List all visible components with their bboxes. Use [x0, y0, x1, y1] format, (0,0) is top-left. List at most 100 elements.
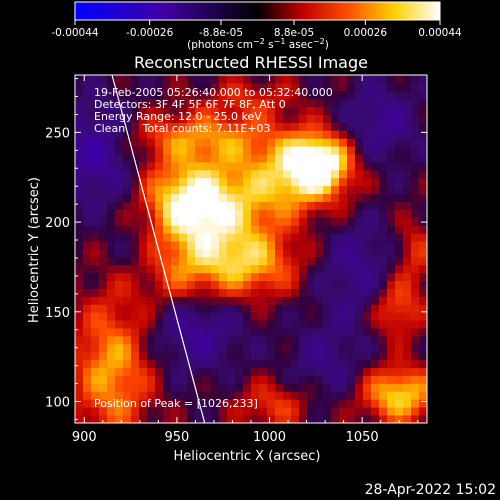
- heatmap-cell: [395, 336, 404, 345]
- heatmap-cell: [243, 343, 252, 353]
- heatmap-cell: [275, 233, 284, 242]
- heatmap-cell: [251, 328, 260, 337]
- heatmap-cell: [307, 162, 316, 171]
- heatmap-cell: [251, 351, 260, 361]
- heatmap-cell: [227, 351, 236, 361]
- heatmap-cell: [403, 106, 412, 115]
- heatmap-cell: [339, 391, 348, 400]
- heatmap-cell: [91, 304, 100, 313]
- heatmap-cell: [195, 264, 204, 274]
- heatmap-cell: [163, 375, 172, 384]
- heatmap-cell: [291, 351, 300, 361]
- heatmap-cell: [163, 336, 172, 345]
- heatmap-cell: [307, 304, 316, 313]
- heatmap-cell: [387, 415, 396, 423]
- heatmap-cell: [371, 383, 380, 392]
- heatmap-cell: [291, 90, 300, 100]
- heatmap-cell: [371, 130, 380, 139]
- heatmap-cell: [371, 106, 380, 115]
- heatmap-cell: [99, 407, 108, 416]
- heatmap-cell: [339, 280, 348, 289]
- heatmap-cell: [115, 296, 124, 305]
- heatmap-cell: [99, 280, 108, 289]
- heatmap-cell: [123, 193, 132, 202]
- heatmap-cell: [179, 162, 188, 171]
- heatmap-cell: [259, 296, 268, 305]
- heatmap-cell: [83, 169, 92, 179]
- heatmap-cell: [323, 241, 332, 250]
- heatmap-cell: [307, 256, 316, 266]
- heatmap-cell: [243, 201, 252, 210]
- heatmap-cell: [123, 201, 132, 210]
- info-total-counts: Clean Total counts: 7.11E+03: [94, 122, 271, 135]
- heatmap-cell: [187, 162, 196, 171]
- heatmap-cell: [163, 415, 172, 423]
- heatmap-cell: [275, 272, 284, 282]
- heatmap-cell: [387, 343, 396, 353]
- heatmap-cell: [307, 375, 316, 384]
- heatmap-cell: [195, 201, 204, 210]
- heatmap-cell: [179, 359, 188, 369]
- heatmap-cell: [291, 201, 300, 210]
- heatmap-cell: [355, 201, 364, 210]
- heatmap-cell: [131, 280, 140, 289]
- info-time-range: 19-Feb-2005 05:26:40.000 to 05:32:40.000: [94, 86, 333, 99]
- heatmap-cell: [275, 177, 284, 187]
- heatmap-cell: [83, 256, 92, 266]
- heatmap-cell: [115, 288, 124, 297]
- heatmap-cell: [163, 75, 172, 84]
- heatmap-cell: [363, 146, 372, 155]
- heatmap-cell: [355, 399, 364, 408]
- heatmap-cell: [323, 162, 332, 171]
- heatmap-cell: [299, 383, 308, 392]
- heatmap-cell: [259, 241, 268, 250]
- heatmap-cell: [235, 343, 244, 353]
- heatmap-cell: [395, 320, 404, 329]
- heatmap-cell: [211, 320, 220, 329]
- heatmap-cell: [139, 162, 148, 171]
- heatmap-cell: [235, 328, 244, 337]
- heatmap-cell: [187, 154, 196, 163]
- heatmap-cell: [323, 82, 332, 92]
- heatmap-cell: [315, 264, 324, 274]
- heatmap-cell: [339, 138, 348, 147]
- heatmap-cell: [115, 193, 124, 202]
- heatmap-cell: [75, 209, 84, 218]
- heatmap-cell: [235, 296, 244, 305]
- heatmap-cell: [91, 264, 100, 274]
- heatmap-cell: [195, 320, 204, 329]
- heatmap-cell: [323, 359, 332, 369]
- heatmap-cell: [363, 343, 372, 353]
- heatmap-cell: [251, 233, 260, 242]
- heatmap-cell: [91, 296, 100, 305]
- heatmap-cell: [155, 296, 164, 305]
- heatmap-cell: [363, 320, 372, 329]
- heatmap-cell: [99, 415, 108, 423]
- heatmap-cell: [139, 367, 148, 376]
- heatmap-cell: [107, 320, 116, 329]
- heatmap-cell: [147, 201, 156, 210]
- heatmap-cell: [171, 201, 180, 210]
- heatmap-cell: [219, 185, 228, 195]
- heatmap-cell: [243, 264, 252, 274]
- heatmap-cell: [331, 407, 340, 416]
- heatmap-cell: [395, 122, 404, 131]
- heatmap-cell: [227, 138, 236, 147]
- heatmap-cell: [131, 312, 140, 321]
- heatmap-cell: [259, 383, 268, 392]
- heatmap-cell: [211, 106, 220, 115]
- heatmap-cell: [211, 225, 220, 234]
- heatmap-cell: [187, 312, 196, 321]
- heatmap-cell: [339, 98, 348, 108]
- heatmap-cell: [227, 280, 236, 289]
- heatmap-cell: [379, 375, 388, 384]
- heatmap-cell: [187, 225, 196, 234]
- heatmap-cell: [331, 185, 340, 195]
- heatmap-cell: [275, 130, 284, 139]
- heatmap-cell: [291, 375, 300, 384]
- heatmap-cell: [235, 351, 244, 361]
- heatmap-cell: [291, 399, 300, 408]
- heatmap-cell: [299, 217, 308, 226]
- heatmap-cell: [195, 217, 204, 226]
